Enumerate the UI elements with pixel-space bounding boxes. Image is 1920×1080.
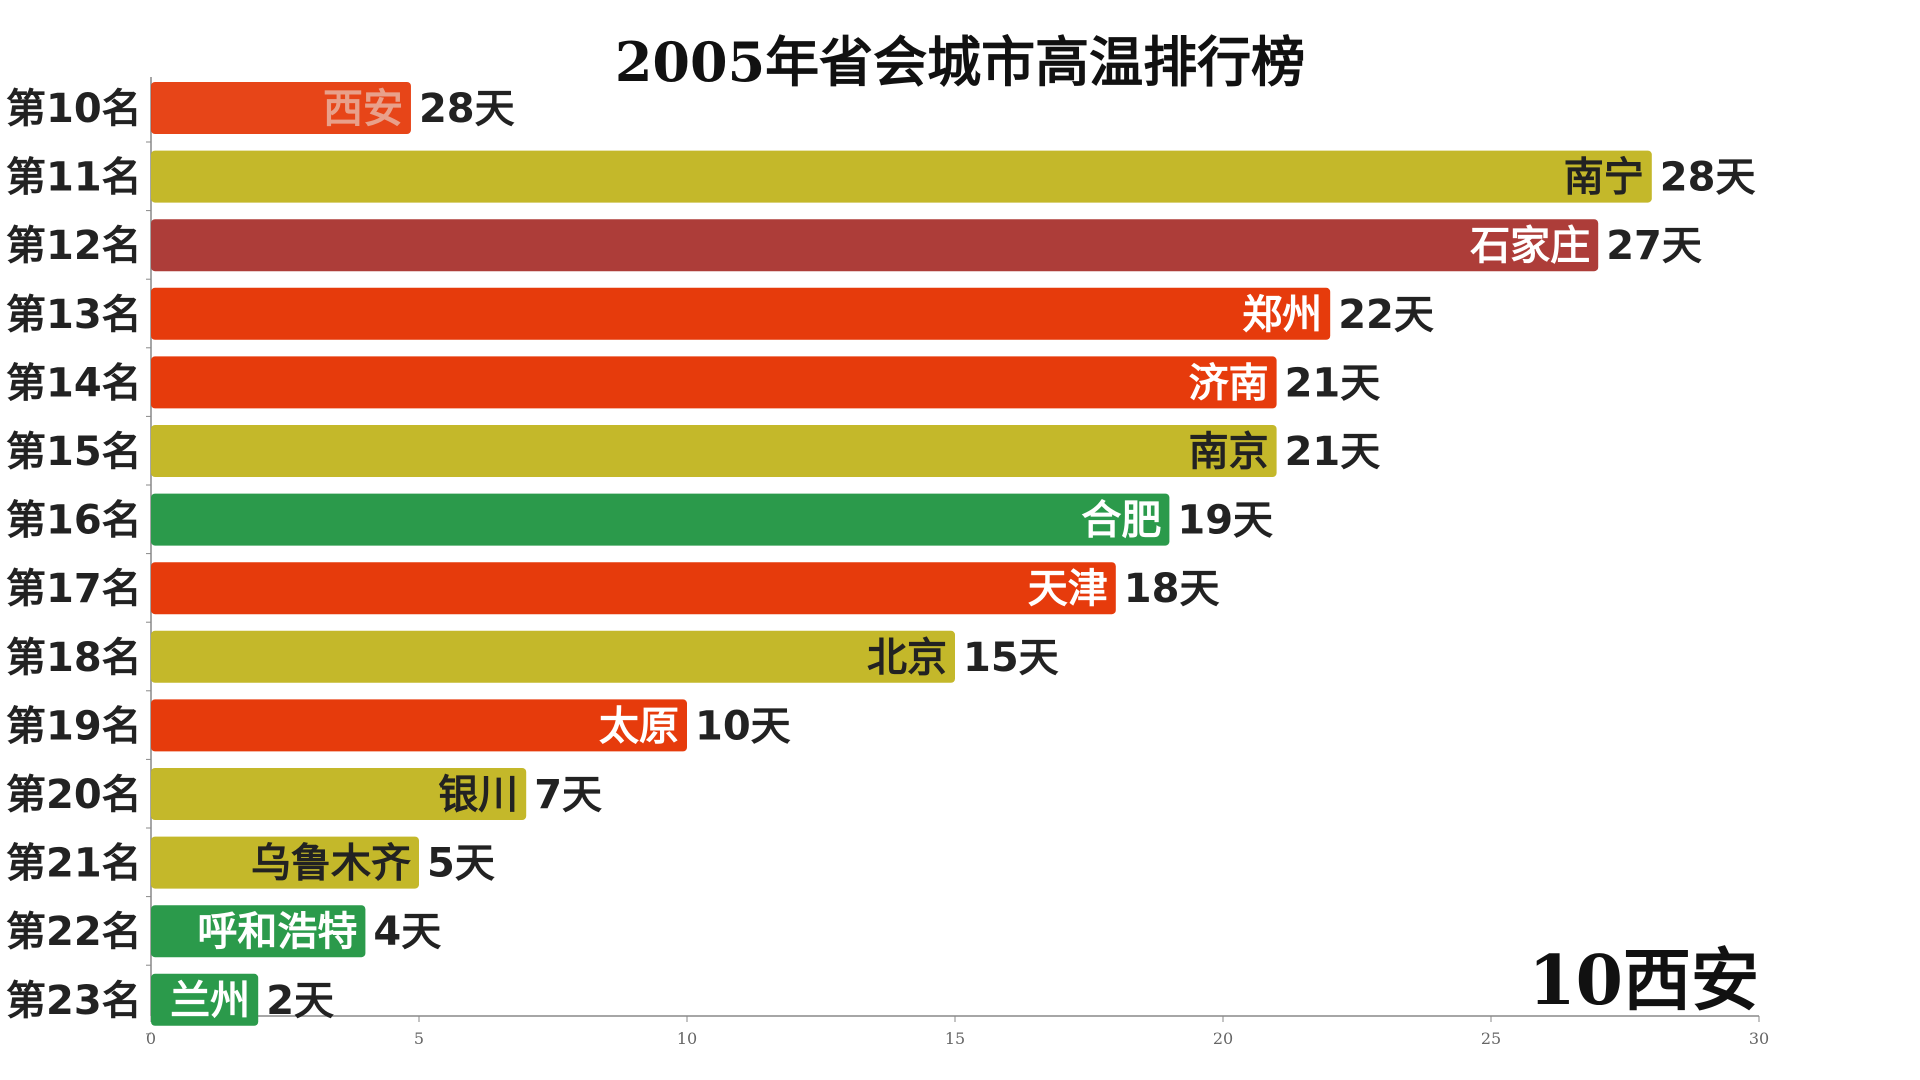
rank-label: 第19名: [6, 703, 142, 749]
bar-value-label: 7天: [534, 772, 602, 818]
rank-label: 第22名: [6, 909, 142, 955]
bar-value-label: 28天: [1660, 155, 1756, 201]
bar-city-label: 天津: [1028, 566, 1108, 612]
bar: [151, 356, 1277, 409]
x-tick-label: 25: [1481, 1029, 1501, 1048]
bar: [151, 219, 1599, 272]
x-tick-label: 0: [146, 1029, 156, 1048]
bar: [151, 630, 955, 683]
rank-label: 第21名: [6, 841, 142, 887]
bar: [151, 562, 1116, 615]
rank-label: 第18名: [6, 635, 142, 681]
bar-value-label: 19天: [1177, 498, 1273, 544]
bar-city-label: 合肥: [1081, 498, 1161, 544]
rank-label: 第12名: [6, 223, 142, 269]
bar: [151, 768, 527, 820]
bar-city-label: 南宁: [1564, 155, 1644, 201]
rank-label: 第15名: [6, 429, 142, 475]
bar: [151, 493, 1170, 546]
bar: [151, 425, 1277, 477]
rank-label: 第10名: [6, 86, 142, 132]
bar: [151, 150, 1652, 203]
bar-value-label: 5天: [427, 841, 495, 887]
rank-label: 第17名: [6, 566, 142, 612]
bar-value-label: 27天: [1606, 223, 1702, 269]
bar-city-label: 西安: [323, 86, 403, 132]
x-tick-label: 5: [414, 1029, 424, 1048]
rank-label: 第14名: [6, 360, 142, 406]
bar-city-label: 石家庄: [1470, 223, 1590, 269]
bar-city-label: 兰州: [170, 978, 250, 1024]
bar-city-label: 郑州: [1242, 292, 1322, 338]
bar-city-label: 呼和浩特: [197, 909, 357, 955]
current-frame-label: 10西安: [1528, 941, 1759, 1021]
chart-title: 2005年省会城市高温排行榜: [614, 30, 1306, 94]
bar-city-label: 北京: [867, 635, 947, 681]
bar-value-label: 22天: [1338, 292, 1434, 338]
rank-label: 第20名: [6, 772, 142, 818]
bar-value-label: 21天: [1285, 429, 1381, 475]
bar-city-label: 银川: [438, 772, 518, 818]
rank-label: 第13名: [6, 292, 142, 338]
x-tick-label: 20: [1213, 1029, 1233, 1048]
bar: [151, 699, 687, 752]
bar: [151, 973, 259, 1026]
bar: [151, 905, 366, 958]
bar-city-label: 乌鲁木齐: [251, 841, 411, 887]
bar: [151, 82, 411, 134]
rank-label: 第23名: [6, 978, 142, 1024]
x-tick-label: 10: [677, 1029, 697, 1048]
x-tick-label: 30: [1749, 1029, 1769, 1048]
bar-city-label: 太原: [599, 703, 679, 749]
rank-label: 第16名: [6, 498, 142, 544]
bar-city-label: 济南: [1189, 360, 1269, 406]
bar-value-label: 28天: [419, 86, 515, 132]
bar-value-label: 21天: [1285, 360, 1381, 406]
rank-label: 第11名: [6, 155, 142, 201]
bar: [151, 287, 1331, 340]
bar-value-label: 15天: [963, 635, 1059, 681]
bar-value-label: 2天: [266, 978, 334, 1024]
bar-city-label: 南京: [1189, 429, 1269, 475]
bar-value-label: 10天: [695, 703, 791, 749]
bar-value-label: 4天: [373, 909, 441, 955]
bar: [151, 836, 419, 889]
x-tick-label: 15: [945, 1029, 965, 1048]
bar-value-label: 18天: [1124, 566, 1220, 612]
